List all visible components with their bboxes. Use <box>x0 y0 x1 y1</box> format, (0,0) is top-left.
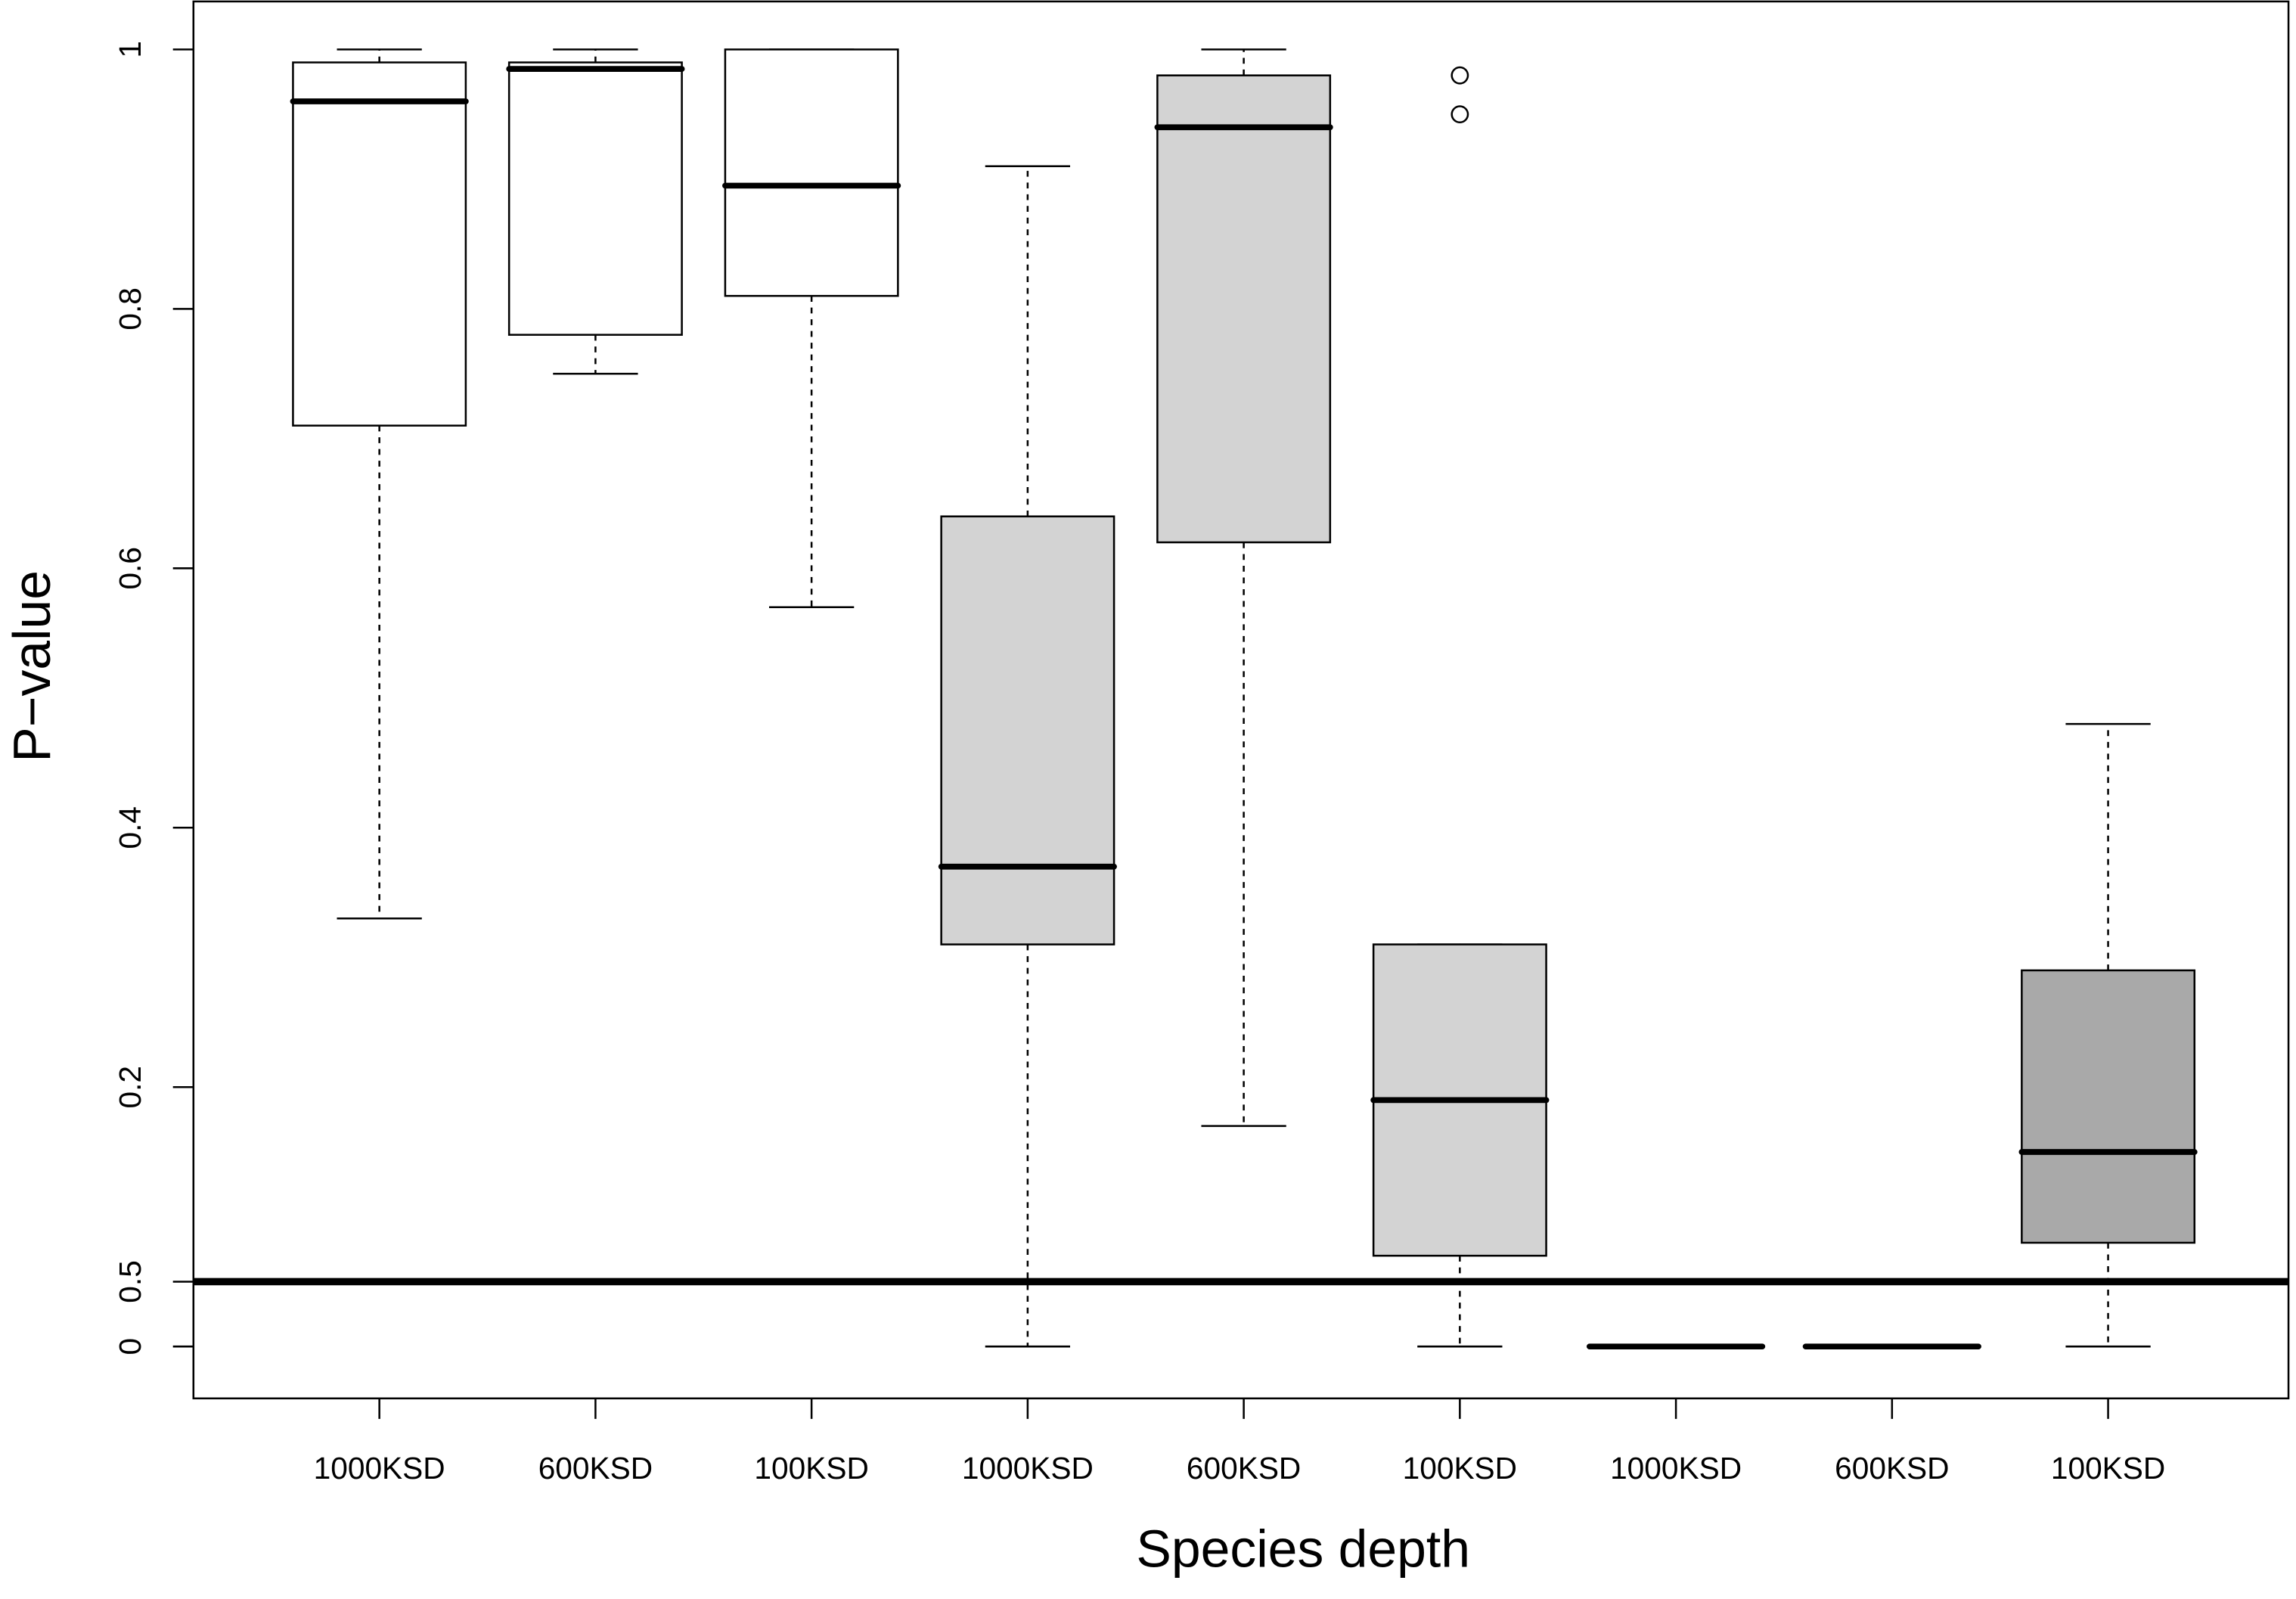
x-tick-label: 100KSD <box>1403 1451 1517 1486</box>
y-tick-label: 0.4 <box>113 806 147 849</box>
y-tick-label: 0 <box>113 1338 147 1355</box>
x-tick-label: 600KSD <box>1187 1451 1301 1486</box>
box <box>1156 74 1332 544</box>
x-tick-label: 600KSD <box>538 1451 653 1486</box>
plot-frame <box>192 0 2290 1400</box>
box <box>724 48 899 297</box>
x-tick-label: 1000KSD <box>1610 1451 1742 1486</box>
y-tick-label: 0.2 <box>113 1066 147 1109</box>
x-tick-label: 1000KSD <box>314 1451 445 1486</box>
box <box>507 61 683 336</box>
x-tick-label: 100KSD <box>754 1451 868 1486</box>
box <box>292 61 467 427</box>
box <box>2021 969 2196 1244</box>
y-tick-label: 0.5 <box>113 1260 147 1302</box>
x-tick-label: 100KSD <box>2051 1451 2165 1486</box>
y-tick-label: 1 <box>113 41 147 58</box>
y-axis-label: P−value <box>2 570 61 762</box>
y-tick-label: 0.6 <box>113 547 147 590</box>
outlier <box>1451 66 1469 85</box>
box <box>940 515 1115 945</box>
y-tick-label: 0.8 <box>113 287 147 331</box>
outlier <box>1451 105 1469 124</box>
x-tick-label: 600KSD <box>1835 1451 1949 1486</box>
x-axis-label: Species depth <box>1136 1519 1470 1578</box>
x-tick-label: 1000KSD <box>962 1451 1094 1486</box>
